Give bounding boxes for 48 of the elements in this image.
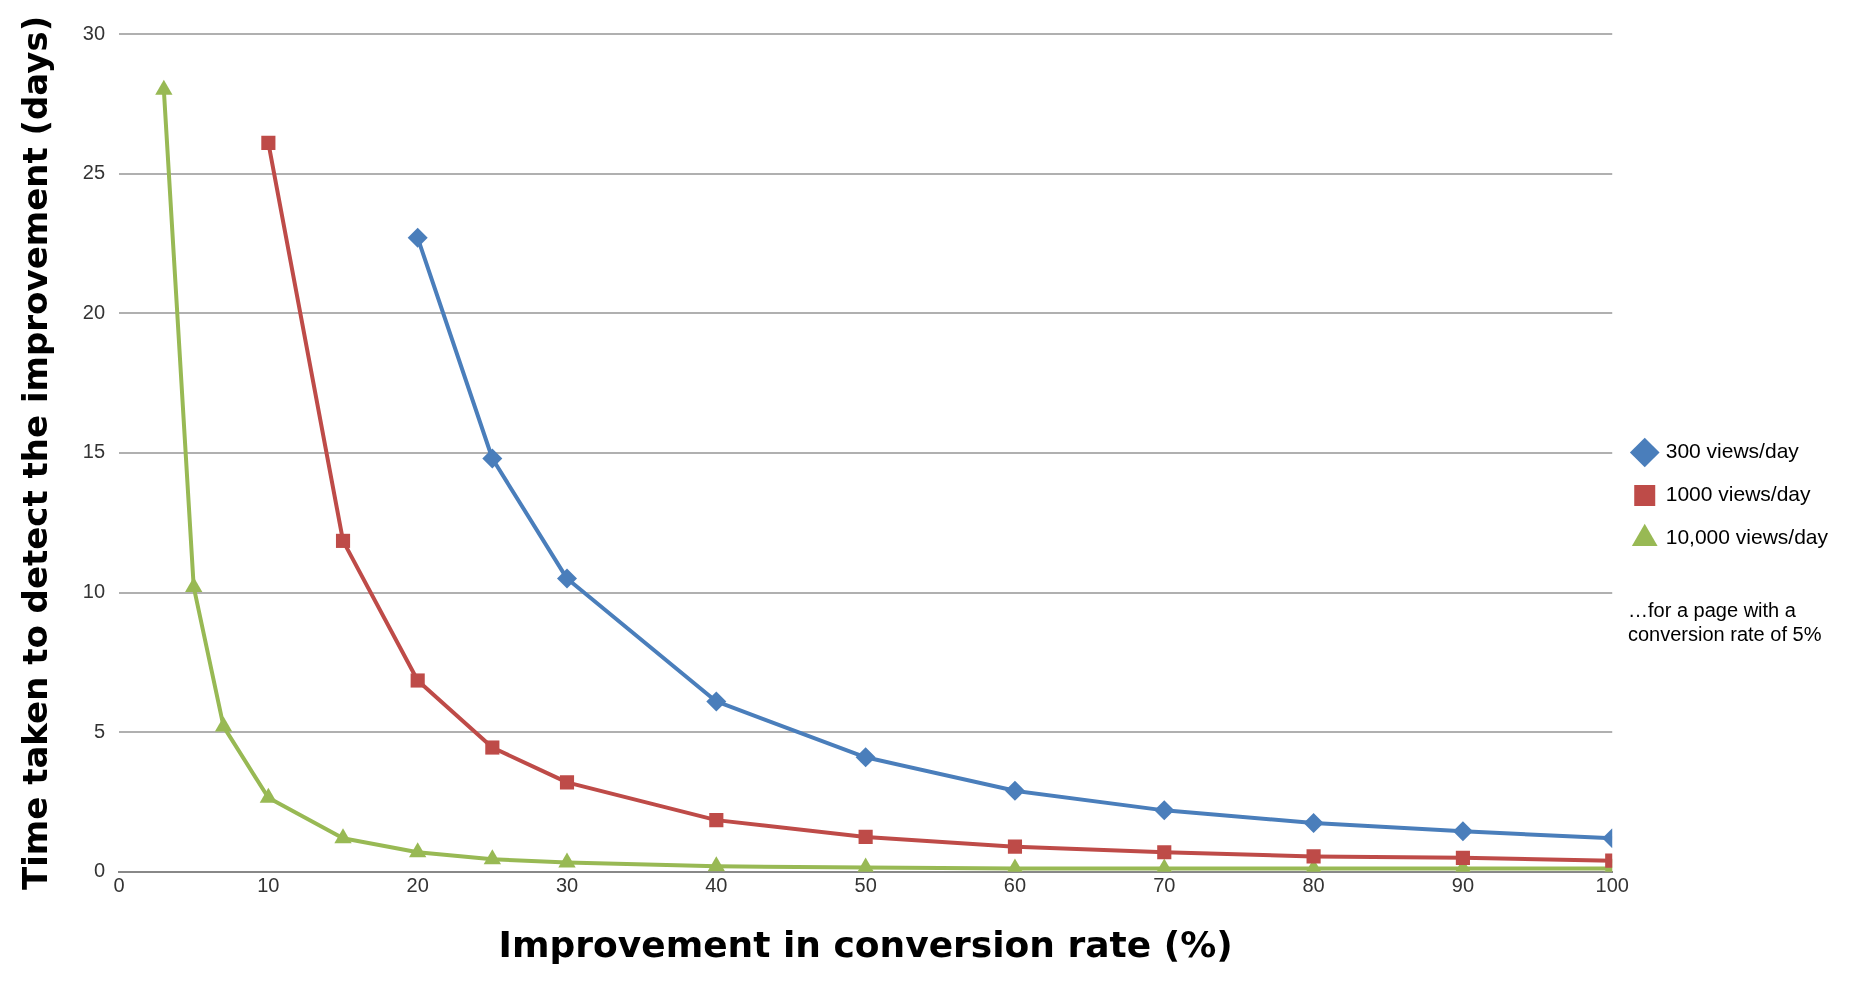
x-tick-label: 100	[1595, 874, 1629, 897]
point	[706, 691, 727, 712]
point	[483, 849, 501, 865]
point	[709, 813, 724, 828]
point	[1004, 780, 1025, 801]
legend-label: 10,000 views/day	[1665, 525, 1829, 549]
point	[482, 448, 503, 469]
point	[1455, 850, 1470, 865]
y-tick-label: 25	[82, 161, 106, 184]
x-tick-label: 60	[1003, 874, 1027, 897]
point	[485, 740, 500, 755]
point	[1157, 845, 1172, 860]
x-tick-label: 90	[1451, 874, 1475, 897]
point	[858, 829, 873, 844]
point	[557, 568, 577, 589]
point	[1303, 812, 1324, 833]
y-tick-label: 0	[93, 859, 106, 882]
y-tick-label: 10	[82, 580, 106, 603]
point	[261, 135, 276, 150]
point	[1306, 849, 1321, 864]
legend-label: 1000 views/day	[1665, 482, 1811, 506]
legend-label: 300 views/day	[1665, 439, 1800, 463]
x-tick-label: 80	[1302, 874, 1325, 897]
x-tick-label: 50	[854, 874, 877, 897]
point	[334, 828, 352, 844]
x-axis-title: Improvement in conversion rate (%)	[498, 923, 1233, 965]
point	[559, 775, 575, 790]
y-tick-label: 20	[82, 300, 106, 323]
x-tick-label: 0	[113, 874, 125, 897]
point	[409, 842, 427, 858]
point	[855, 747, 876, 768]
point	[410, 673, 425, 688]
point	[335, 533, 351, 548]
x-tick-label: 10	[257, 874, 280, 897]
y-tick-label: 30	[82, 21, 106, 44]
x-tick-label: 40	[705, 874, 728, 897]
point	[407, 227, 428, 248]
x-tick-label: 30	[555, 874, 579, 897]
text: …for a page with a conversion rate of 5%	[1628, 598, 1823, 646]
point	[1007, 839, 1023, 854]
point	[1154, 800, 1175, 821]
point	[1452, 821, 1473, 842]
point	[707, 856, 725, 872]
y-tick-label: 5	[93, 719, 106, 742]
y-axis-title: Time taken to detect the improvement (days)	[15, 15, 56, 890]
x-tick-label: 70	[1153, 874, 1176, 897]
x-tick-label: 20	[406, 874, 429, 897]
y-tick-label: 15	[82, 440, 106, 463]
